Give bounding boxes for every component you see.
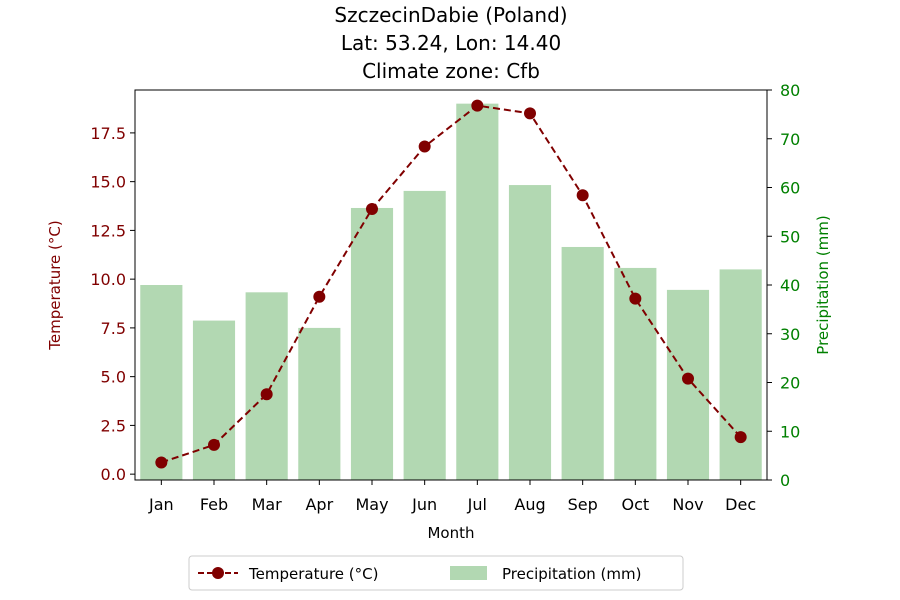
precipitation-bars [140,103,762,481]
right-tick-label: 20 [780,374,800,393]
x-tick-label: Feb [200,495,228,514]
x-tick-label: Jun [411,495,437,514]
right-tick-label: 0 [780,471,790,490]
left-tick-label: 10.0 [90,270,126,289]
temperature-point [471,99,484,112]
legend-precipitation-label: Precipitation (mm) [502,565,641,583]
temperature-point [366,202,378,215]
x-tick-label: Jan [148,495,174,514]
right-axis-label: Precipitation (mm) [814,215,832,354]
temperature-point [208,438,220,451]
precipitation-bar [403,190,446,480]
precipitation-bar [298,327,341,480]
x-tick-label: May [355,495,388,514]
temperature-point [155,456,168,469]
chart-title: SzczecinDabie (Poland) Lat: 53.24, Lon: 1… [334,3,567,83]
precipitation-bar [508,185,552,480]
x-tick-label: Aug [514,495,545,514]
precipitation-bar [245,292,288,480]
left-tick-label: 17.5 [90,124,126,143]
left-tick-label: 5.0 [101,368,126,387]
legend: Temperature (°C) Precipitation (mm) [188,555,684,591]
temperature-point [682,372,694,385]
temperature-series-line [161,104,742,464]
legend-temperature-label: Temperature (°C) [248,565,378,583]
x-tick-label: Sep [568,495,598,514]
temperature-point [576,189,589,202]
temperature-point [418,140,431,153]
legend-precipitation-swatch [450,566,487,580]
precipitation-bar [350,207,394,480]
x-tick-label: Apr [305,495,333,514]
title-line: Lat: 53.24, Lon: 14.40 [341,31,561,55]
precipitation-bar [140,285,183,480]
month-axis: Jan Feb Mar Apr May Jun Jul Aug Sep Oct Nov Dec [148,480,756,514]
temperature-point [313,290,326,303]
temperature-line [155,99,747,469]
precipitation-bar [456,103,499,481]
title-line: Climate zone: Cfb [362,59,540,83]
right-tick-label: 80 [780,81,800,100]
left-tick-label: 0.0 [101,465,126,484]
precipitation-bar [561,246,604,480]
legend-temperature-marker [212,567,224,579]
title-line: SzczecinDabie (Poland) [334,3,567,27]
x-tick-label: Dec [725,495,756,514]
x-tick-label: Mar [252,495,283,514]
precipitation-bar [666,289,710,480]
x-axis-label: Month [427,524,474,542]
precipitation-bar [719,269,762,480]
left-tick-label: 2.5 [101,416,126,435]
x-tick-label: Nov [672,495,703,514]
right-tick-label: 60 [780,179,800,198]
temperature-point [629,292,642,305]
temperature-point [260,388,273,401]
right-tick-label: 50 [780,227,800,246]
temperature-point [734,431,747,444]
right-tick-label: 70 [780,130,800,149]
temperature-point [524,107,536,120]
right-tick-label: 40 [780,276,800,295]
precipitation-axis: 0 10 20 30 40 50 60 70 80 [767,81,800,490]
left-tick-label: 12.5 [90,221,126,240]
temperature-axis: 0.0 2.5 5.0 7.5 10.0 12.5 15.0 17.5 [90,124,135,484]
precipitation-bar [192,320,236,480]
right-tick-label: 10 [780,422,800,441]
left-tick-label: 7.5 [101,319,126,338]
x-tick-label: Oct [621,495,649,514]
x-tick-label: Jul [467,495,487,514]
legend-box [188,555,684,591]
left-axis-label: Temperature (°C) [46,220,64,350]
right-tick-label: 30 [780,325,800,344]
left-tick-label: 15.0 [90,173,126,192]
